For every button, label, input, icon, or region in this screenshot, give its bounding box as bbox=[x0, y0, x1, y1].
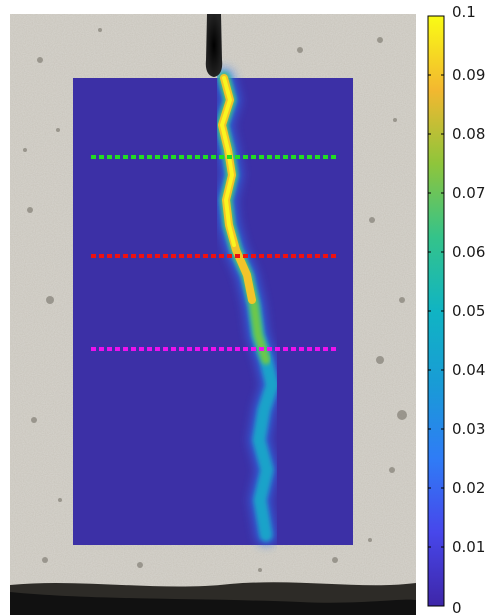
colorbar-tick-label: 0.06 bbox=[452, 243, 485, 261]
colorbar-tick-label: 0.07 bbox=[452, 184, 485, 202]
loading-pin bbox=[205, 14, 223, 77]
colorbar-tick-label: 0.08 bbox=[452, 125, 485, 143]
colorbar-tick-label: 0.05 bbox=[452, 302, 485, 320]
colorbar-tick-label: 0.04 bbox=[452, 361, 485, 379]
colorbar-tick-label: 0.09 bbox=[452, 66, 485, 84]
colorbar-tick-label: 0.03 bbox=[452, 420, 485, 438]
crack-core-bright bbox=[220, 76, 236, 247]
colorbar-tick-label: 0 bbox=[452, 599, 462, 615]
damage-field bbox=[73, 67, 353, 546]
colorbar-tick-label: 0.01 bbox=[452, 538, 485, 556]
colorbar: 0.1 0.09 0.08 0.07 0.06 0.05 0.04 0.03 0.02 0.01 0 bbox=[427, 3, 485, 615]
colorbar-tick-label: 0.02 bbox=[452, 479, 485, 497]
colorbar-ticks: 0.1 0.09 0.08 0.07 0.06 0.05 0.04 0.03 0.02 0.01 0 bbox=[428, 3, 485, 615]
colorbar-tick-label: 0.1 bbox=[452, 3, 476, 21]
